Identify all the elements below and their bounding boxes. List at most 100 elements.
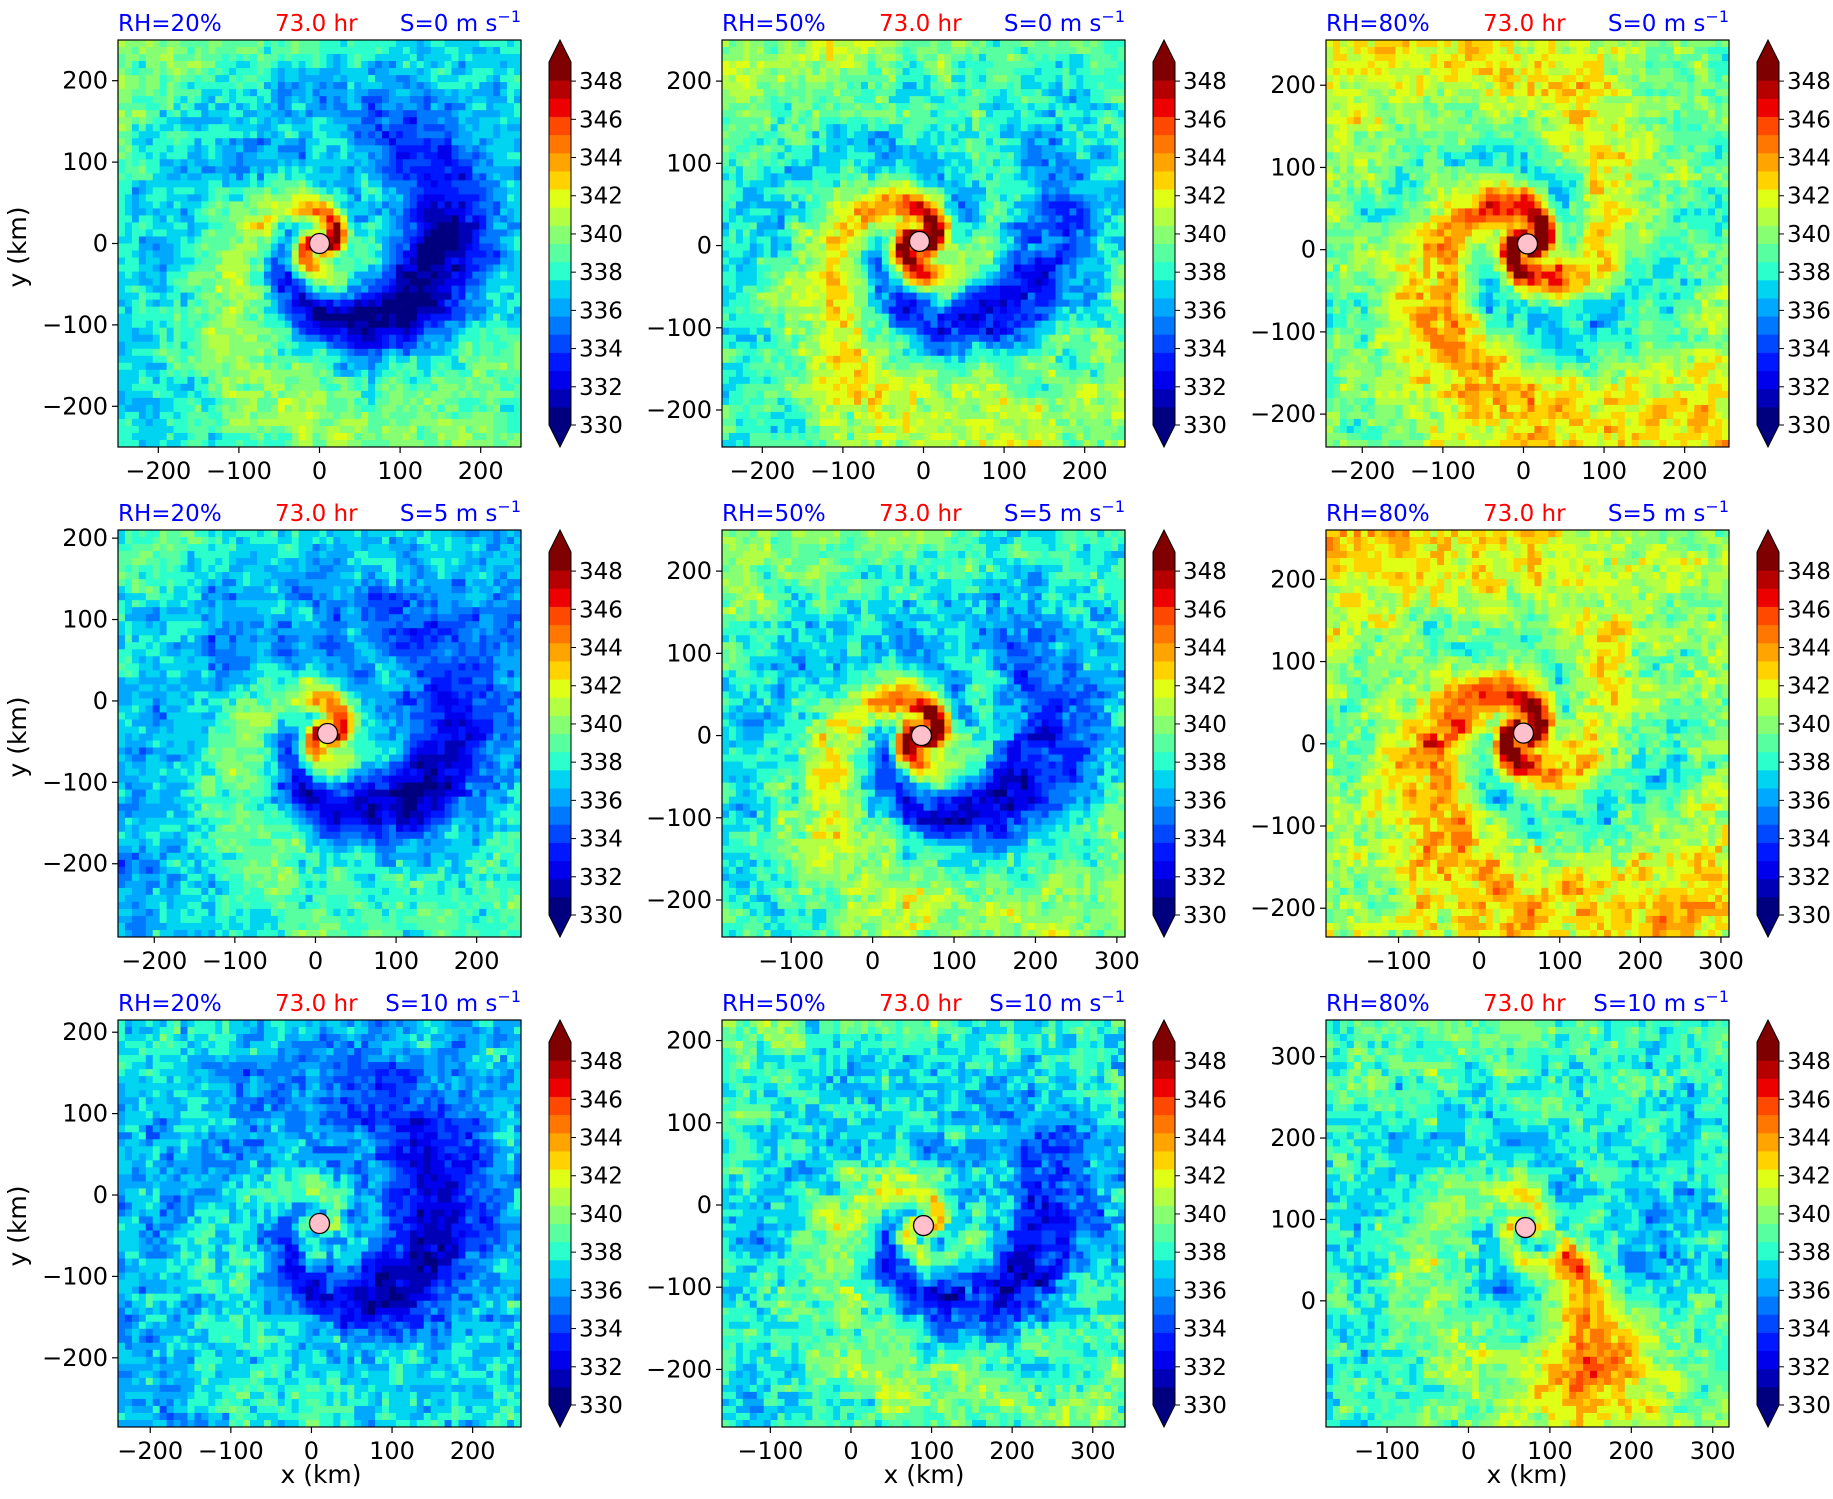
y-tick-label: −100 [1250, 318, 1316, 346]
colorbar-tick-label: 334 [1787, 1317, 1831, 1343]
storm-center-marker [912, 1214, 935, 1237]
y-axis-label: y (km) [3, 696, 32, 777]
title-shear: S=5 m s−1 [400, 497, 521, 527]
x-tick-label: −200 [117, 1437, 183, 1465]
colorbar-tick-label: 336 [1787, 788, 1831, 814]
colorbar-tick-label: 336 [1787, 1278, 1831, 1304]
y-tick-label: 0 [1301, 730, 1316, 758]
y-tick-label: 100 [1270, 153, 1316, 181]
plot-frame [1325, 1019, 1730, 1428]
storm-center-marker [308, 232, 331, 255]
colorbar-tick-label: 344 [1787, 636, 1831, 662]
colorbar-tick-label: 334 [1183, 337, 1227, 363]
colorbar: 330 332 334 336 338 340 342 344 346 348 [1152, 1018, 1227, 1429]
plot-frame [117, 529, 522, 938]
colorbar-tick-label: 348 [1183, 1049, 1227, 1075]
title-shear: S=10 m s−1 [385, 987, 521, 1017]
colorbar-tick-label: 346 [1787, 597, 1831, 623]
y-tick-label: 100 [666, 1109, 712, 1137]
y-tick-label: −200 [42, 850, 108, 878]
colorbar-tick-label: 330 [579, 413, 623, 439]
colorbar-tick-label: 336 [1183, 298, 1227, 324]
colorbar-extend-max [1757, 40, 1779, 62]
title-rh: RH=50% [722, 11, 826, 37]
colorbar-tick-label: 342 [1183, 674, 1227, 700]
title-rh: RH=20% [118, 11, 222, 37]
colorbar-extend-max [1153, 40, 1175, 62]
y-tick-label: 200 [1270, 71, 1316, 99]
colorbar-extend-min [1757, 1405, 1779, 1427]
colorbar-tick-label: 348 [1787, 69, 1831, 95]
y-tick-label: 0 [93, 687, 108, 715]
colorbar-tick-label: 344 [1183, 146, 1227, 172]
colorbar-tick-label: 344 [579, 636, 623, 662]
title-rh: RH=80% [1326, 501, 1430, 527]
colorbar-tick-label: 340 [1787, 712, 1831, 738]
y-axis-labels: y (km) y (km) y (km) [3, 206, 32, 1266]
x-tick-label: 200 [454, 947, 500, 975]
panel-1: −200 −100 0 100 200 −200 −100 0 100 200 RH=20% 73.0… [42, 7, 623, 485]
x-tick-label: 0 [1461, 1437, 1476, 1465]
colorbar-extend-min [1153, 425, 1175, 447]
title-shear: S=10 m s−1 [1593, 987, 1729, 1017]
title-time: 73.0 hr [879, 11, 962, 37]
colorbar-tick-label: 336 [579, 788, 623, 814]
colorbar-tick-label: 344 [579, 1126, 623, 1152]
x-tick-label: 100 [377, 457, 423, 485]
storm-center-marker [1514, 1216, 1537, 1239]
x-tick-label: −100 [206, 457, 272, 485]
colorbar-tick-label: 334 [1183, 1317, 1227, 1343]
heatmap-field [722, 1020, 1125, 1427]
colorbar-tick-label: 334 [579, 1317, 623, 1343]
x-tick-label: −100 [202, 947, 268, 975]
plot-frame [721, 529, 1126, 938]
colorbar-tick-label: 340 [579, 222, 623, 248]
y-tick-label: −200 [646, 1355, 712, 1383]
y-tick-label: 200 [62, 67, 108, 95]
colorbar-tick-label: 334 [579, 337, 623, 363]
x-tick-label: 200 [1013, 947, 1059, 975]
y-tick-label: −200 [646, 396, 712, 424]
y-tick-label: −100 [42, 311, 108, 339]
y-tick-label: −100 [646, 314, 712, 342]
colorbar: 330 332 334 336 338 340 342 344 346 348 [1756, 38, 1831, 449]
x-tick-label: 300 [1698, 947, 1744, 975]
colorbar-tick-label: 330 [1787, 1393, 1831, 1419]
colorbar-tick-label: 346 [1183, 1087, 1227, 1113]
x-tick-label: 0 [312, 457, 327, 485]
colorbar: 330 332 334 336 338 340 342 344 346 348 [548, 528, 623, 939]
colorbar-tick-label: 348 [1787, 1049, 1831, 1075]
title-time: 73.0 hr [879, 991, 962, 1017]
colorbar-tick-label: 330 [1787, 903, 1831, 929]
colorbar-tick-label: 340 [1183, 222, 1227, 248]
colorbar-tick-label: 338 [1183, 260, 1227, 286]
colorbar-extend-min [1757, 915, 1779, 937]
colorbar-extend-max [1153, 530, 1175, 552]
colorbar-tick-label: 332 [1183, 1355, 1227, 1381]
title-rh: RH=80% [1326, 991, 1430, 1017]
heatmap-field [1326, 530, 1729, 937]
colorbar-tick-label: 340 [1183, 1202, 1227, 1228]
title-shear: S=5 m s−1 [1004, 497, 1125, 527]
y-tick-label: 0 [1301, 1287, 1316, 1315]
colorbar-tick-label: 344 [1787, 146, 1831, 172]
colorbar-tick-label: 342 [1183, 1164, 1227, 1190]
y-tick-label: 200 [1270, 1124, 1316, 1152]
y-tick-label: 0 [697, 722, 712, 750]
y-tick-label: 0 [93, 1181, 108, 1209]
y-tick-label: −200 [42, 1344, 108, 1372]
x-tick-label: −100 [758, 947, 824, 975]
x-tick-label: 200 [1608, 1437, 1654, 1465]
x-tick-label: −200 [125, 457, 191, 485]
colorbar-tick-label: 342 [1183, 184, 1227, 210]
colorbar-tick-label: 330 [579, 1393, 623, 1419]
colorbar-tick-label: 338 [1787, 260, 1831, 286]
colorbar-tick-label: 330 [1183, 1393, 1227, 1419]
colorbar-tick-label: 342 [579, 184, 623, 210]
y-tick-label: 0 [93, 230, 108, 258]
colorbar-extend-max [549, 40, 571, 62]
storm-center-marker [908, 230, 931, 253]
colorbar: 330 332 334 336 338 340 342 344 346 348 [1152, 38, 1227, 449]
x-tick-label: 0 [916, 457, 931, 485]
y-tick-label: 100 [666, 639, 712, 667]
